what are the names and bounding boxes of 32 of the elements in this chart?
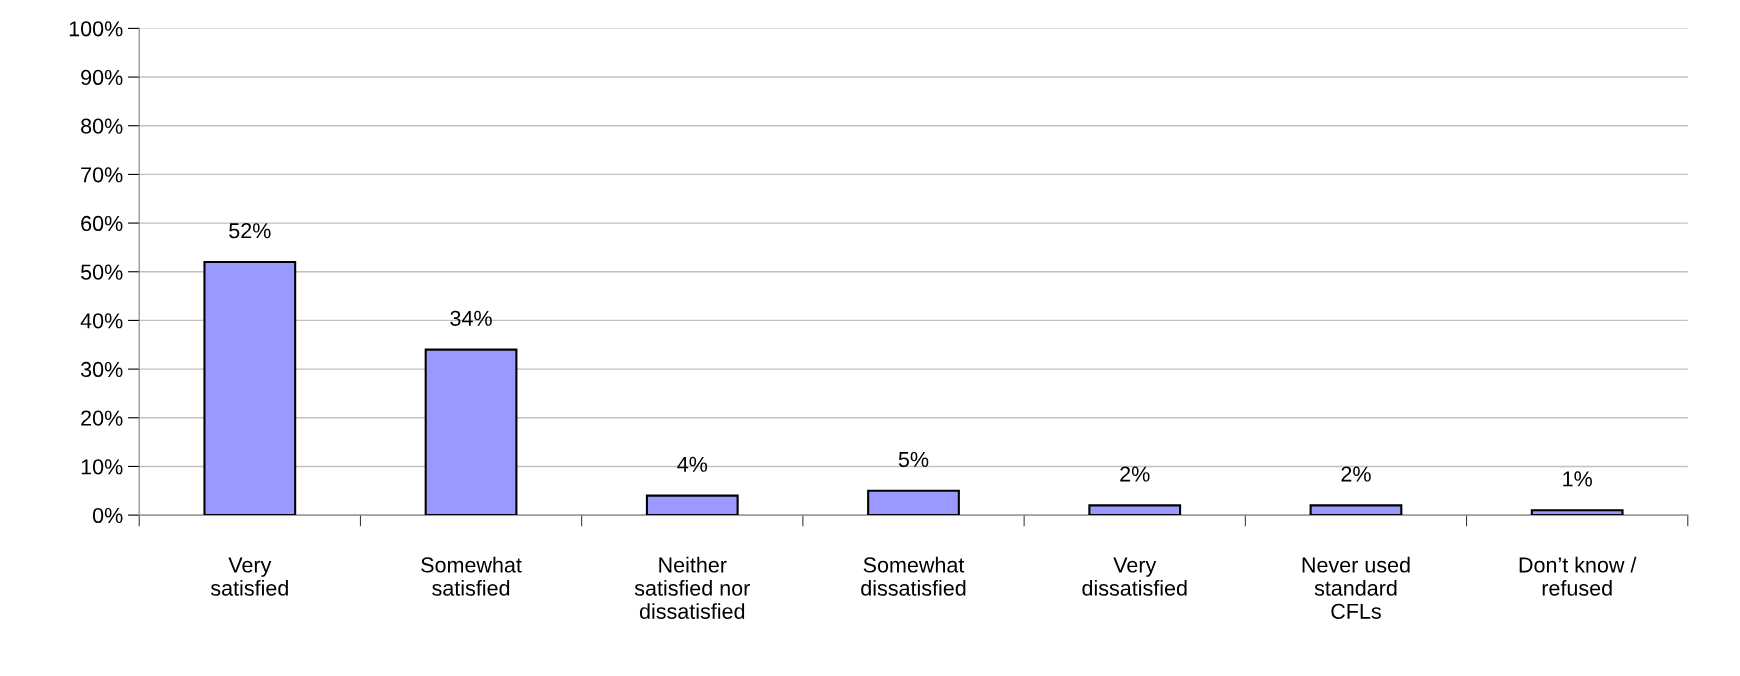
data-label: 34% — [450, 310, 492, 326]
y-tick-label: 100% — [69, 21, 123, 37]
y-tick-label: 20% — [81, 410, 123, 426]
x-tick-label: Neither satisfied nor dissatisfied — [634, 556, 750, 619]
x-tick-label: Very dissatisfied — [1082, 557, 1187, 596]
y-tick-label: 30% — [80, 361, 123, 378]
bar — [1530, 509, 1624, 516]
y-tick-label: 80% — [81, 118, 123, 134]
bar — [424, 348, 518, 516]
y-tick-label: 40% — [80, 313, 123, 329]
y-tick-label: 70% — [81, 167, 123, 183]
x-tick-label: Somewhat dissatisfied — [861, 556, 966, 596]
x-tick-label: Don’t know / refused — [1519, 556, 1637, 596]
y-tick-label: 90% — [81, 69, 123, 86]
y-tick-label: 10% — [81, 459, 123, 475]
data-label: 1% — [1563, 471, 1592, 487]
bar — [867, 489, 960, 516]
bar — [1309, 504, 1403, 516]
data-label: 52% — [229, 223, 271, 239]
x-tick-label: Somewhat satisfied — [421, 556, 522, 596]
data-label: 4% — [677, 456, 708, 472]
x-tick-label: Never used standard CFLs — [1302, 556, 1410, 619]
x-tick-label: Very satisfied — [210, 557, 288, 596]
y-tick-label: 50% — [81, 264, 123, 280]
data-label: 5% — [898, 451, 929, 468]
y-tick-label: 0% — [92, 507, 123, 524]
bar — [645, 494, 739, 516]
bar — [1088, 504, 1182, 516]
data-label: 2% — [1120, 466, 1150, 482]
bar — [203, 260, 297, 516]
y-tick-label: 60% — [81, 215, 123, 232]
data-label: 2% — [1341, 466, 1371, 482]
